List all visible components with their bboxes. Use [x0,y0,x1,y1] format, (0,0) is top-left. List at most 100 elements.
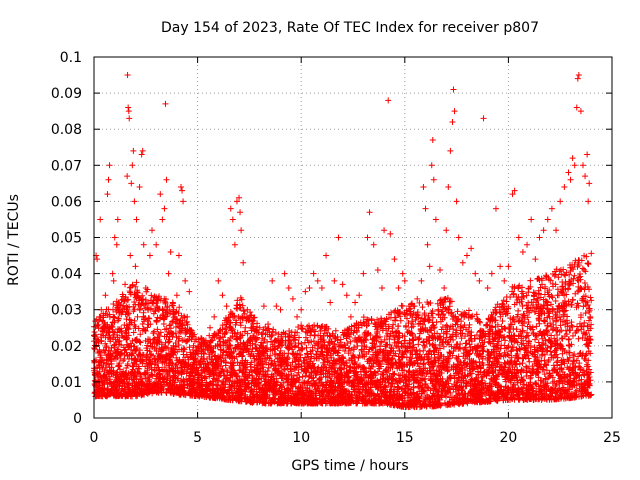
data-point [527,277,534,284]
data-point [588,321,595,328]
data-point [139,321,146,328]
data-point [382,382,389,389]
data-point [523,363,530,370]
data-point [499,318,506,325]
data-point [524,329,531,336]
data-point [578,376,585,383]
data-points [91,72,595,411]
data-point [154,326,161,333]
data-point [408,324,415,331]
data-point [556,268,563,275]
data-point [446,349,453,356]
data-point [500,297,507,304]
data-point [99,318,106,325]
data-point [405,320,412,327]
data-point [332,327,339,334]
data-point [554,369,561,376]
data-point [525,355,532,362]
data-point [285,350,292,357]
data-point [552,298,559,305]
data-point [299,325,306,332]
data-point [298,340,305,347]
data-point [440,343,447,350]
data-point [295,324,302,331]
data-point [280,366,287,373]
data-point [114,325,121,332]
data-point [581,280,588,287]
data-point [427,387,434,394]
data-point [166,322,173,329]
data-point [392,314,399,321]
data-point [176,304,183,311]
data-point [341,348,348,355]
data-point [91,328,98,335]
data-point [420,360,427,367]
data-point [497,345,504,352]
data-point [370,360,377,367]
data-point [136,338,143,345]
data-point [431,354,438,361]
data-point [337,336,344,343]
data-point [234,336,241,343]
data-point [376,343,383,350]
data-point [492,304,499,311]
data-point [419,304,426,311]
data-point [587,294,594,301]
data-point [562,272,569,279]
data-point [146,348,153,355]
data-point [454,308,461,315]
data-point [395,323,402,330]
data-point [585,261,592,268]
data-point [505,352,512,359]
data-point [557,322,564,329]
data-point [533,379,540,386]
data-point [555,274,562,281]
data-point [477,319,484,326]
data-point [584,260,591,267]
data-point [547,320,554,327]
data-point [532,380,539,387]
data-point [426,340,433,347]
data-point [552,318,559,325]
data-point [137,339,144,346]
data-point [581,266,588,273]
data-point [575,353,582,360]
data-point [305,339,312,346]
data-point [251,314,258,321]
data-point [395,353,402,360]
data-point [546,287,553,294]
data-point [298,322,305,329]
data-point [524,314,531,321]
data-point [314,323,321,330]
data-point [291,343,298,350]
data-point [133,346,140,353]
chart-title: Day 154 of 2023, Rate Of TEC Index for r… [161,20,539,36]
data-point [335,342,342,349]
data-point [534,295,541,302]
data-point [537,284,544,291]
data-point [516,361,523,368]
data-point [565,342,572,349]
data-point [466,341,473,348]
data-point [311,331,318,338]
data-point [347,338,354,345]
data-point [433,367,440,374]
data-point [387,314,394,321]
data-point [506,376,513,383]
data-point [533,323,540,330]
data-point [523,292,530,299]
data-point [581,319,588,326]
data-point [399,303,406,310]
data-point [515,285,522,292]
data-point [236,367,243,374]
data-point [497,313,504,320]
data-point [556,314,563,321]
data-point [544,314,551,321]
data-point [375,368,382,375]
data-point [507,348,514,355]
data-point [360,314,367,321]
data-point [557,316,564,323]
data-point [124,362,131,369]
data-point [483,322,490,329]
